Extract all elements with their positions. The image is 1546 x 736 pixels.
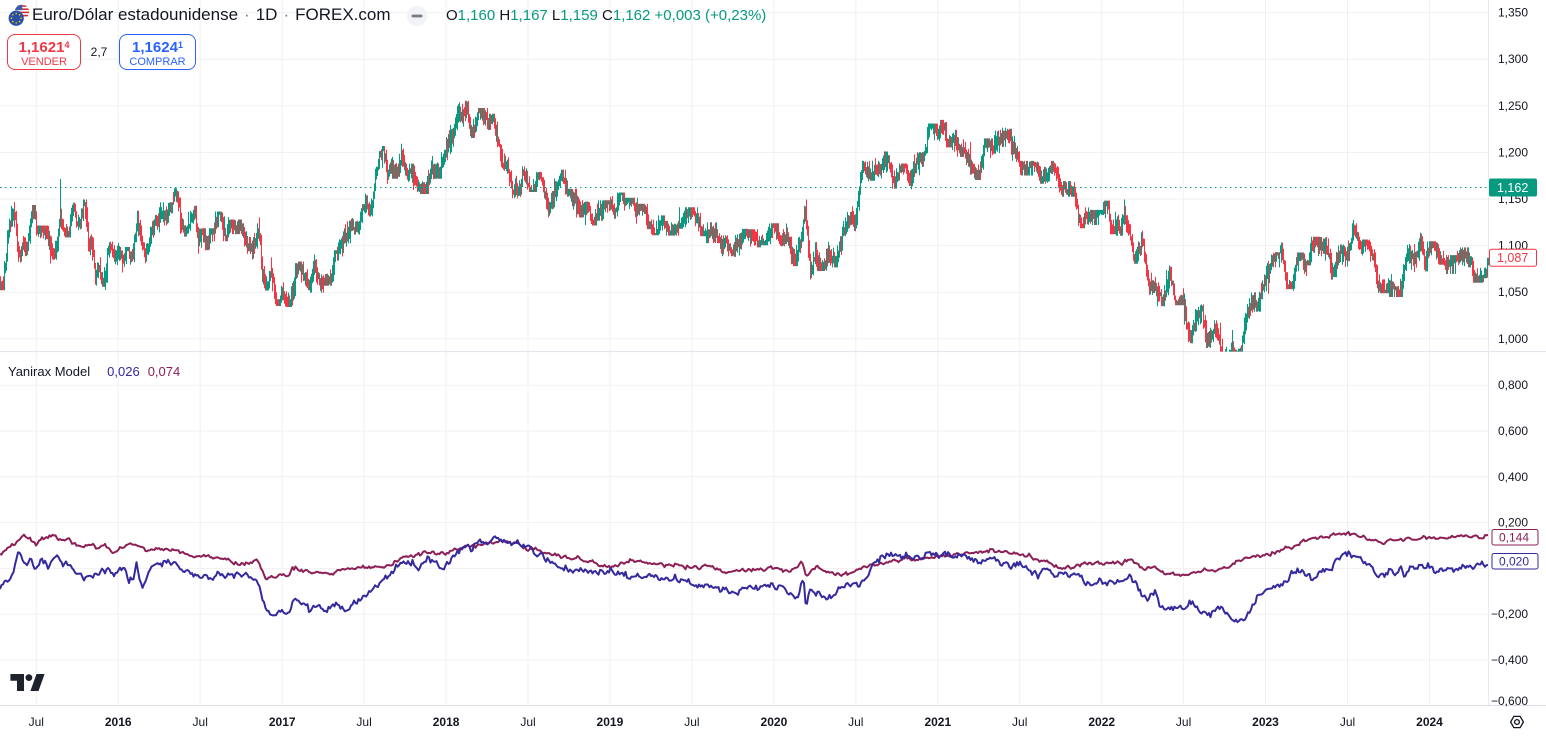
svg-text:−0,600: −0,600 (1491, 694, 1528, 708)
svg-text:2022: 2022 (1088, 715, 1115, 729)
svg-text:Jul: Jul (684, 715, 699, 729)
svg-text:Jul: Jul (29, 715, 44, 729)
svg-text:1,200: 1,200 (1498, 145, 1528, 159)
svg-text:2023: 2023 (1252, 715, 1279, 729)
svg-text:1,162: 1,162 (1497, 181, 1528, 195)
svg-text:2017: 2017 (269, 715, 296, 729)
svg-text:−0,200: −0,200 (1491, 607, 1528, 621)
svg-text:0,400: 0,400 (1498, 470, 1528, 484)
svg-text:2019: 2019 (597, 715, 624, 729)
svg-text:−0,400: −0,400 (1491, 653, 1528, 667)
svg-text:1,300: 1,300 (1498, 52, 1528, 66)
svg-text:1,087: 1,087 (1497, 251, 1528, 265)
svg-text:0,144: 0,144 (1499, 531, 1529, 545)
svg-text:2018: 2018 (433, 715, 460, 729)
svg-text:2021: 2021 (924, 715, 951, 729)
svg-text:Jul: Jul (848, 715, 863, 729)
svg-text:0,020: 0,020 (1499, 555, 1529, 569)
svg-text:2016: 2016 (105, 715, 132, 729)
svg-text:0,800: 0,800 (1498, 378, 1528, 392)
svg-text:2020: 2020 (761, 715, 788, 729)
svg-text:1,350: 1,350 (1498, 6, 1528, 20)
svg-text:Jul: Jul (1176, 715, 1191, 729)
svg-text:1,250: 1,250 (1498, 99, 1528, 113)
svg-text:2024: 2024 (1416, 715, 1443, 729)
svg-text:Jul: Jul (1340, 715, 1355, 729)
svg-text:1,050: 1,050 (1498, 285, 1528, 299)
svg-text:Jul: Jul (356, 715, 371, 729)
svg-text:0,200: 0,200 (1498, 516, 1528, 530)
svg-text:Jul: Jul (1012, 715, 1027, 729)
svg-text:Jul: Jul (193, 715, 208, 729)
svg-text:0,600: 0,600 (1498, 424, 1528, 438)
svg-text:1,000: 1,000 (1498, 332, 1528, 346)
svg-text:Jul: Jul (520, 715, 535, 729)
